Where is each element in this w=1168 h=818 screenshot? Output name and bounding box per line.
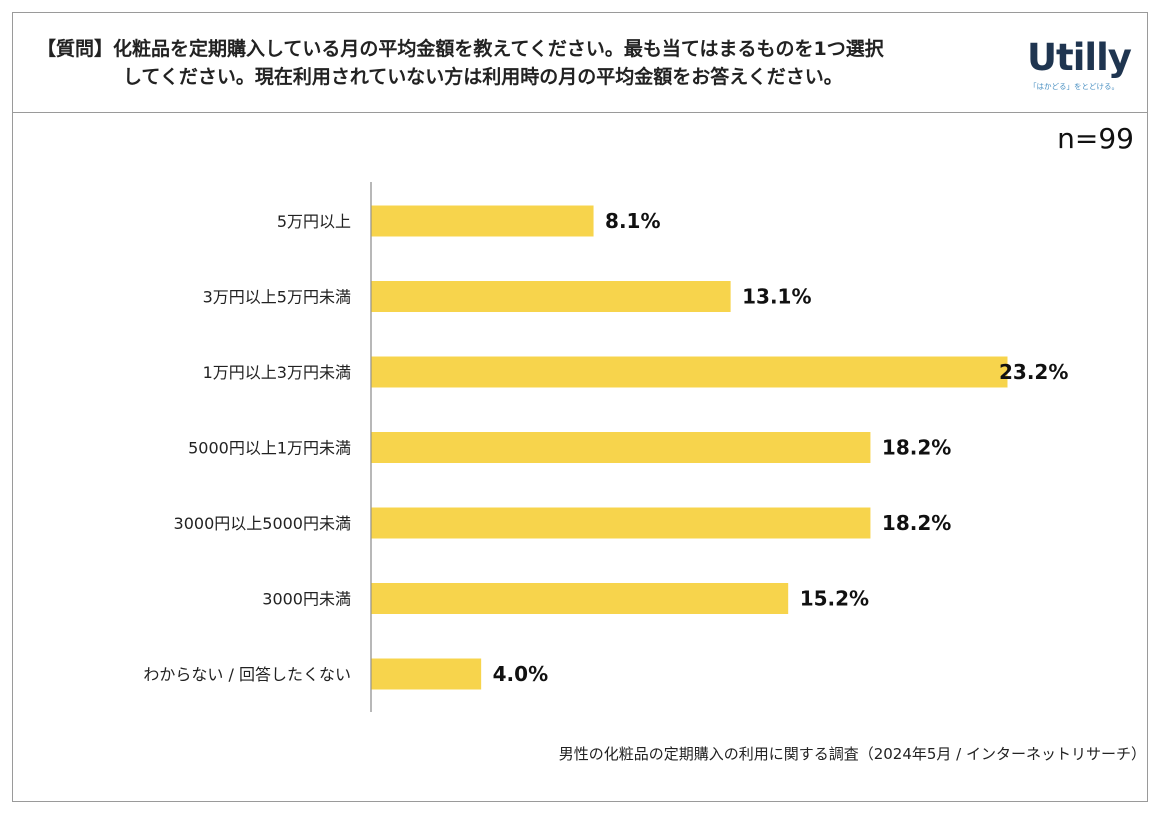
value-label: 15.2%	[800, 587, 869, 611]
bar	[371, 583, 789, 614]
value-label: 13.1%	[742, 285, 811, 309]
bar	[371, 507, 871, 539]
question-line-1: 【質問】化粧品を定期購入している月の平均金額を教えてください。最も当てはまるもの…	[37, 38, 884, 60]
value-label: 23.2%	[999, 360, 1068, 384]
bar	[371, 432, 871, 463]
category-label: 1万円以上3万円未満	[203, 363, 351, 382]
value-label: 4.0%	[493, 662, 548, 686]
value-label: 18.2%	[882, 436, 951, 460]
category-label: わからない / 回答したくない	[143, 665, 351, 684]
value-label: 18.2%	[882, 511, 951, 535]
question-line-2: してください。現在利用されていない方は利用時の月の平均金額をお答えください。	[123, 66, 843, 88]
sample-size-label: n=99	[1057, 122, 1134, 155]
question-text: 【質問】化粧品を定期購入している月の平均金額を教えてください。最も当てはまるもの…	[37, 35, 1017, 91]
logo-wordmark: Utilly	[1027, 36, 1132, 79]
bar	[371, 205, 594, 237]
category-label: 3000円未満	[262, 590, 351, 609]
category-label: 5000円以上1万円未満	[188, 439, 351, 458]
source-note: 男性の化粧品の定期購入の利用に関する調査（2024年5月 / インターネットリサ…	[558, 745, 1146, 763]
category-label: 3万円以上5万円未満	[203, 288, 351, 307]
logo-tagline: 「はかどる」をとどける。	[1029, 82, 1119, 91]
value-label: 8.1%	[605, 209, 660, 233]
question-header: 【質問】化粧品を定期購入している月の平均金額を教えてください。最も当てはまるもの…	[13, 13, 1147, 113]
chart-frame: 【質問】化粧品を定期購入している月の平均金額を教えてください。最も当てはまるもの…	[12, 12, 1148, 802]
bar	[371, 281, 731, 312]
bar	[371, 658, 482, 690]
utilly-logo: Utilly 「はかどる」をとどける。	[1027, 37, 1132, 92]
category-label: 5万円以上	[277, 212, 351, 231]
bar	[371, 356, 1008, 388]
category-label: 3000円以上5000円未満	[174, 514, 351, 533]
